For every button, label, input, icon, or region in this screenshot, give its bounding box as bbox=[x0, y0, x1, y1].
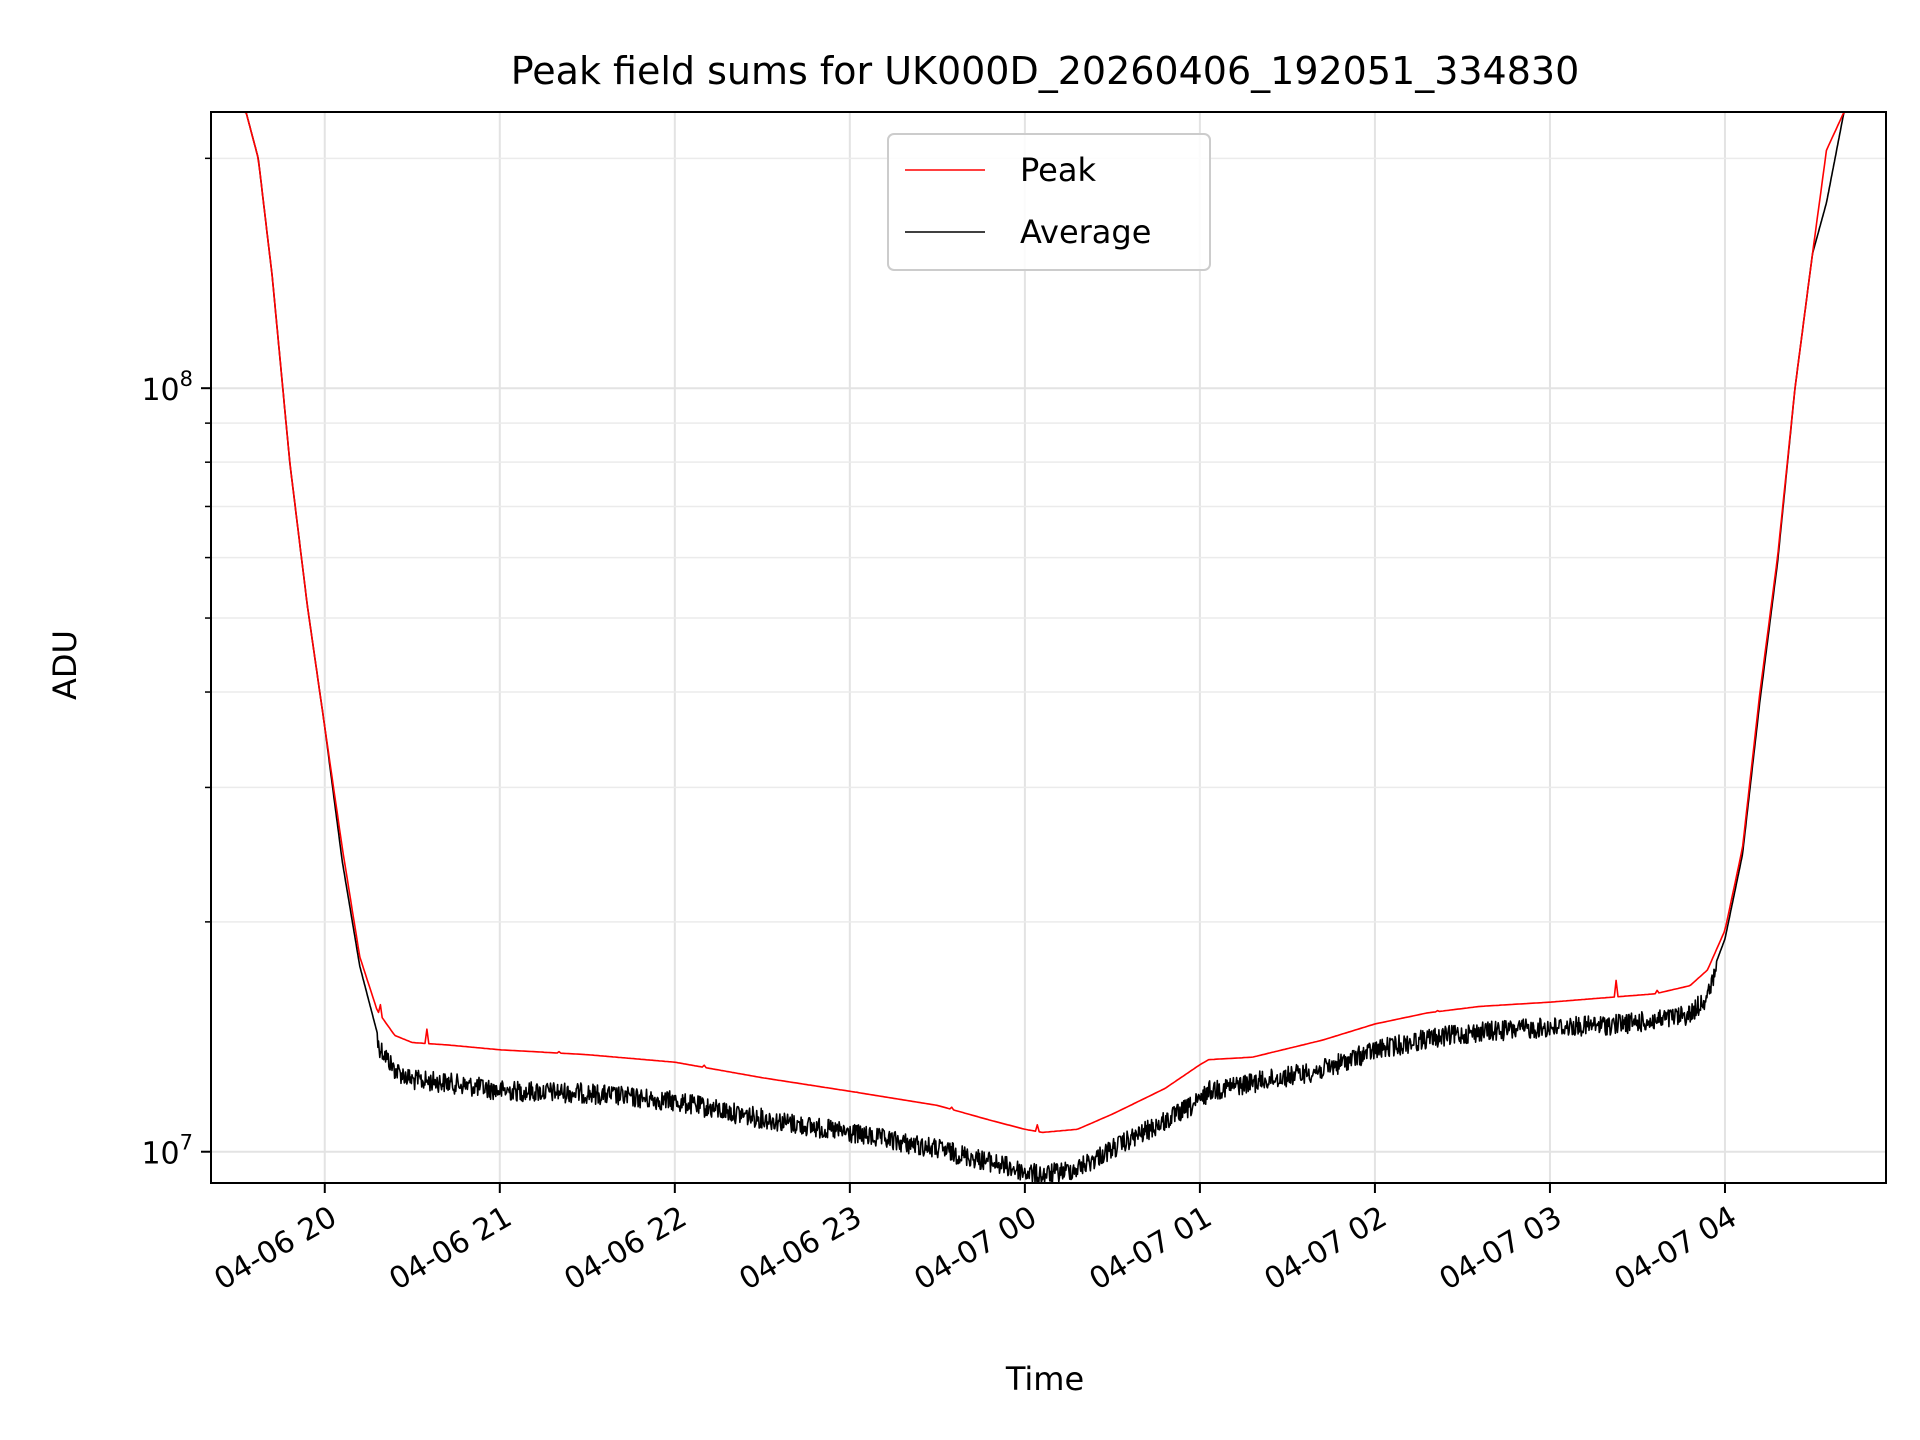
y-axis-label: ADU bbox=[46, 630, 84, 700]
x-tick-label: 04-06 20 bbox=[208, 1200, 342, 1298]
chart-title: Peak field sums for UK000D_20260406_1920… bbox=[511, 49, 1580, 93]
y-tick-label: 108 bbox=[141, 367, 193, 408]
series-layer bbox=[210, 111, 1887, 1184]
y-tick-label: 107 bbox=[141, 1131, 193, 1172]
legend-label-average: Average bbox=[1020, 213, 1151, 251]
series-line-average bbox=[210, 111, 1887, 1184]
legend-label-peak: Peak bbox=[1020, 151, 1096, 189]
x-tick-label: 04-07 03 bbox=[1434, 1200, 1568, 1298]
series-line-peak bbox=[211, 111, 1886, 1134]
axes: 04-06 20 04-06 21 04-06 22 04-06 23 04-07 00… bbox=[141, 157, 1743, 1298]
x-tick-label: 04-06 22 bbox=[559, 1200, 693, 1298]
x-tick-label: 04-07 01 bbox=[1084, 1200, 1218, 1298]
x-tick-label: 04-06 23 bbox=[734, 1200, 868, 1298]
x-tick-label: 04-07 04 bbox=[1609, 1200, 1743, 1298]
x-axis-label: Time bbox=[1005, 1360, 1084, 1398]
x-tick-label: 04-07 02 bbox=[1259, 1200, 1393, 1298]
legend: Peak Average bbox=[887, 133, 1211, 271]
x-tick-label: 04-07 00 bbox=[909, 1200, 1043, 1298]
legend-frame bbox=[887, 133, 1211, 271]
plot-frame bbox=[210, 111, 1887, 1184]
x-tick-label: 04-06 21 bbox=[383, 1200, 517, 1298]
